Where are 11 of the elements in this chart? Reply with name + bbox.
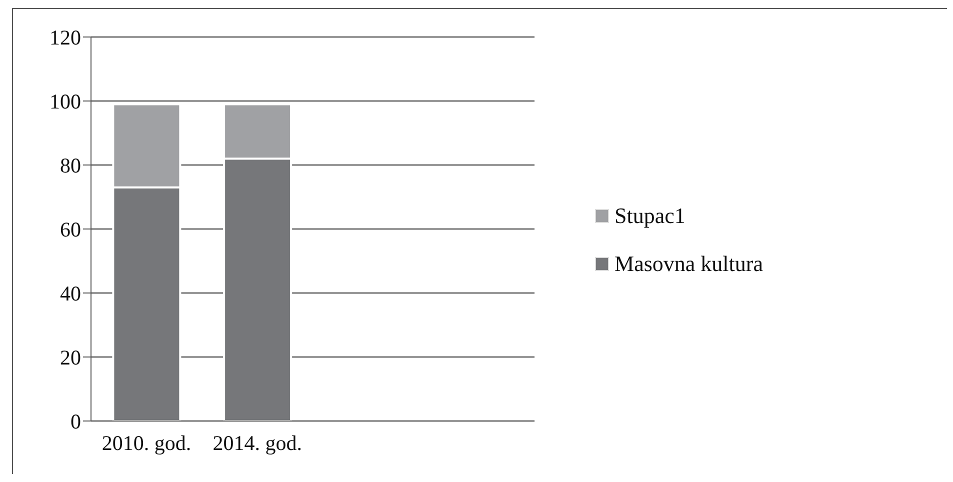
y-tick-label: 80 xyxy=(60,153,81,178)
y-tick-label: 0 xyxy=(70,409,81,434)
y-tick-label: 120 xyxy=(50,25,81,50)
legend-label: Masovna kultura xyxy=(614,251,763,277)
legend-label: Stupac1 xyxy=(614,203,686,229)
x-tick-label: 2010. god. xyxy=(102,430,192,455)
y-tick-label: 20 xyxy=(60,345,81,370)
y-tick-label: 60 xyxy=(60,217,81,242)
x-tick-label: 2014. god. xyxy=(212,430,302,455)
y-tick-label: 100 xyxy=(50,89,81,114)
y-tick-label: 40 xyxy=(60,281,81,306)
